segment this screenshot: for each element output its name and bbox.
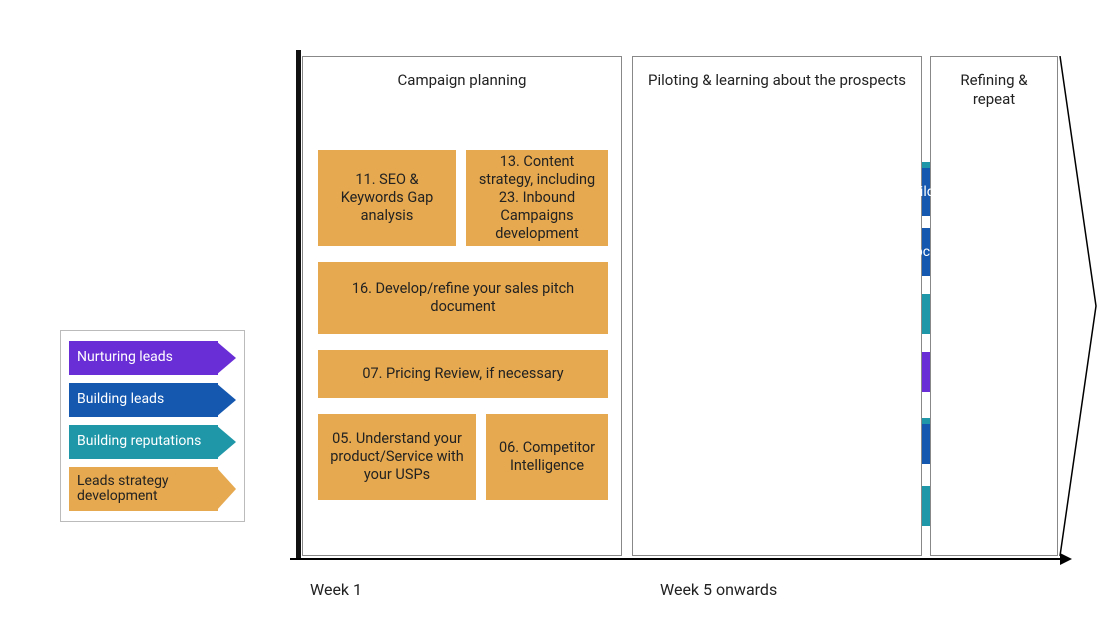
task-arrow-2: 21. Outbound Campaigns (e.g.: email/soci… [640,228,995,276]
panel-title: Campaign planning [303,57,621,100]
campaign-block-understand: 05. Understand your product/Service with… [318,414,476,500]
outline-chevron [1058,56,1098,556]
task-label: 14. Newsletter [765,364,855,381]
campaign-block-seo: 11. SEO & Keywords Gap analysis [318,150,456,246]
legend-label: Nurturing leads [77,350,173,365]
timeline-axis [290,558,1070,560]
legend-item-nurturing: Nurturing leads [69,341,236,375]
task-label: 21. Outbound Campaigns (e.g.: email/soci… [672,244,950,261]
campaign-block-content: 13. Content strategy, including 23. Inbo… [466,150,608,246]
panel-title: Refining & repeat [931,57,1057,119]
panel-shadow [296,50,301,560]
campaign-block-competitor: 06. Competitor Intelligence [486,414,608,500]
legend-box: Nurturing leads Building leads Building … [60,330,245,522]
task-arrow-3: 15. Social media [640,294,995,334]
timeline-label-week1: Week 1 [310,580,362,599]
task-label: 13. Ongoing weekly/monthly content to bu… [657,184,964,201]
legend-label: Leads strategy development [77,474,236,505]
task-arrow-4: 14. Newsletter [640,352,995,392]
legend-item-leads-strategy: Leads strategy development [69,467,236,511]
task-arrow-7: 22. Identify & attending events [640,486,995,526]
task-label: 15. Social media [759,306,862,323]
panel-title: Piloting & learning about the prospects [633,57,921,100]
task-arrow-6: 17 - 19. Online advertising [640,424,995,464]
campaign-block-sales: 16. Develop/refine your sales pitch docu… [318,262,608,334]
legend-label: Building leads [77,392,164,407]
timeline-label-week5: Week 5 onwards [660,580,777,599]
task-label: 17 - 19. Online advertising [730,436,891,453]
legend-item-building-leads: Building leads [69,383,236,417]
legend-item-building-reputation: Building reputations [69,425,236,459]
task-label: 22. Identify & attending events [716,498,904,515]
task-arrow-1: 13. Ongoing weekly/monthly content to bu… [640,168,995,216]
campaign-block-pricing: 07. Pricing Review, if necessary [318,350,608,398]
legend-label: Building reputations [77,434,201,449]
